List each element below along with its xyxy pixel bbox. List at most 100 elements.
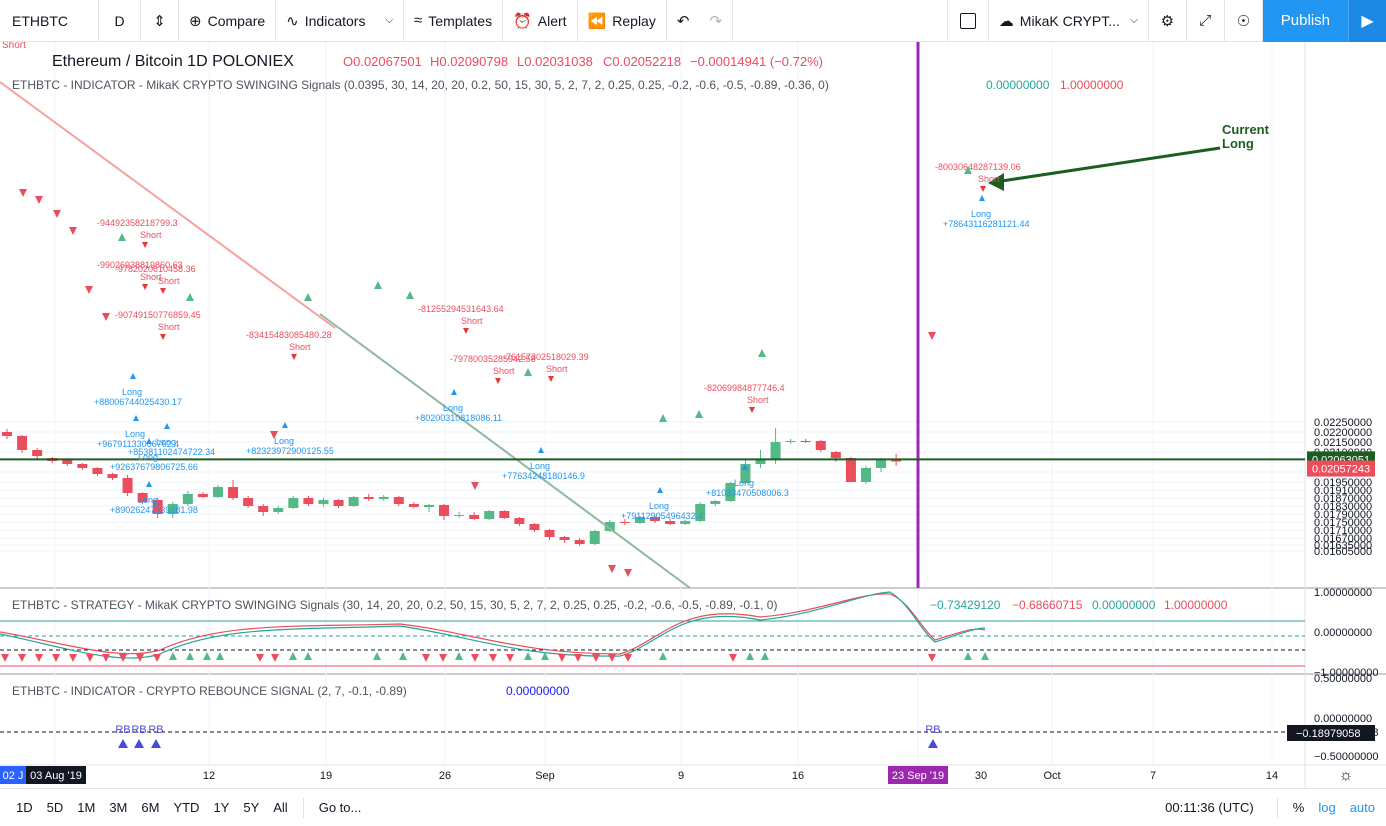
candle-body	[137, 493, 148, 502]
candle-body	[589, 531, 600, 544]
strategy-sell-triangle	[928, 654, 936, 662]
candle-body	[860, 468, 871, 482]
strategy-sell-triangle	[18, 654, 26, 662]
templates-button[interactable]: ≈ Templates	[404, 0, 504, 42]
snapshot-button[interactable]: ☉	[1225, 0, 1263, 42]
price-tick-label: 0.01670000	[1314, 533, 1372, 545]
long-arrow-icon	[451, 389, 457, 395]
rebounce-pane: ETHBTC - INDICATOR - CRYPTO REBOUNCE SIG…	[12, 684, 570, 698]
interval-button[interactable]: D	[99, 0, 141, 42]
candle-body	[348, 497, 359, 506]
templates-label: Templates	[428, 12, 493, 29]
fullscreen-icon: ⤢	[1199, 12, 1212, 29]
goto-button[interactable]: Go to...	[318, 800, 362, 815]
publish-button[interactable]: Publish	[1262, 0, 1348, 42]
log-toggle[interactable]: log	[1318, 800, 1336, 815]
main-legend: Short Ethereum / Bitcoin 1D POLONIEX O0.…	[2, 42, 1124, 92]
price-tick-label: 0.01790000	[1314, 509, 1372, 521]
candle-body	[785, 441, 796, 442]
indicators-button[interactable]: ∿ Indicators ⌵	[276, 0, 405, 42]
candle-body	[845, 458, 856, 482]
candle-body	[725, 483, 736, 501]
sell-triangle	[85, 286, 93, 294]
range-button[interactable]: All	[273, 800, 288, 815]
fullscreen-button[interactable]: ⤢	[1187, 0, 1225, 42]
long-signal-label: Long	[156, 437, 176, 447]
candle-body	[876, 460, 887, 468]
range-button[interactable]: 5D	[46, 800, 64, 815]
short-signal-value: -76157302518029.39	[503, 352, 589, 362]
long-signal-value: +89026247239281.98	[110, 505, 198, 515]
time-tick-label: 16	[792, 770, 804, 782]
buy-triangle	[374, 281, 382, 289]
range-button[interactable]: 3M	[109, 800, 128, 815]
percent-toggle[interactable]: %	[1292, 800, 1305, 815]
publish-menu-button[interactable]: ▶	[1348, 0, 1386, 42]
short-signal-value: -83415483085480.28	[246, 330, 332, 340]
short-arrow-icon	[160, 288, 166, 294]
time-tick-label: 7	[1150, 770, 1156, 782]
sell-triangle	[102, 313, 110, 321]
bottom-right: 00:11:36 (UTC) % log auto	[1158, 797, 1386, 818]
alert-button[interactable]: ⏰ Alert	[503, 0, 578, 42]
rb-label: RB	[148, 724, 163, 736]
strategy-tick-label: 1.00000000	[1314, 587, 1372, 599]
chart-area[interactable]: -94492358218799.3 Short -99026938819860.63…	[0, 42, 1386, 788]
range-button[interactable]: 1Y	[213, 800, 230, 815]
chart-style-button[interactable]: ⇕	[141, 0, 179, 42]
rebounce-axis[interactable]: 0.50000000 0.00000000 −0.18979058 −0.500000…	[1287, 673, 1379, 763]
candle-body	[680, 521, 691, 524]
candle-body	[288, 498, 299, 508]
candle-body	[544, 530, 555, 537]
divider	[1276, 797, 1278, 818]
long-arrow-icon	[657, 487, 663, 493]
rebounce-value-tag-label: −0.18979058	[1296, 728, 1361, 740]
strategy-value3: 0.00000000	[1092, 598, 1156, 612]
price-tick-label: 0.01870000	[1314, 493, 1372, 505]
price-axis[interactable]: 0.022500000.022000000.021500000.02100000…	[1307, 417, 1375, 558]
rebounce-tick-label: 0.00000000	[1314, 713, 1372, 725]
auto-toggle[interactable]: auto	[1349, 800, 1375, 815]
range-button[interactable]: 5Y	[243, 800, 260, 815]
sell-triangle	[19, 189, 27, 197]
annotation-arrow	[994, 146, 1221, 184]
long-signal-label: Long	[649, 501, 669, 511]
sell-triangle	[624, 569, 632, 577]
range-button[interactable]: 1D	[16, 800, 33, 815]
buy-triangle	[304, 293, 312, 301]
candle-body	[62, 460, 73, 464]
chevron-down-icon: ⌵	[1130, 15, 1138, 26]
top-toolbar: ETHBTC D ⇕ ⊕ Compare ∿ Indicators ⌵ ≈ Te…	[0, 0, 1386, 42]
range-button[interactable]: 1M	[77, 800, 96, 815]
strategy-sell-triangle	[153, 654, 161, 662]
long-signal-label: Long	[125, 429, 145, 439]
long-arrow-icon	[742, 464, 748, 470]
strategy-sell-triangle	[136, 654, 144, 662]
candle-body	[559, 537, 570, 540]
candle-body	[800, 441, 811, 442]
candle-body	[107, 474, 118, 478]
layout-select[interactable]: ☁ MikaK CRYPT... ⌵	[989, 0, 1149, 42]
layout-checkbox[interactable]	[946, 0, 989, 42]
strategy-buy-triangle	[746, 652, 754, 660]
rewind-icon: ⏪	[587, 12, 607, 30]
strategy-axis[interactable]: 1.00000000 0.00000000 −1.00000000	[1314, 587, 1379, 679]
utc-clock[interactable]: 00:11:36 (UTC)	[1165, 800, 1254, 815]
strategy-buy-triangle	[981, 652, 989, 660]
toolbar-right: ☁ MikaK CRYPT... ⌵ ⚙ ⤢ ☉ Publish ▶	[946, 0, 1386, 42]
rb-triangle	[928, 739, 938, 748]
range-button[interactable]: YTD	[173, 800, 200, 815]
short-arrow-icon	[291, 354, 297, 360]
time-axis[interactable]: 02 J 03 Aug '19 12 19 26 Sep 9 16 23 Sep '19 30 Oc…	[0, 764, 1386, 784]
replay-button[interactable]: ⏪ Replay	[578, 0, 667, 42]
long-signal-label: Long	[138, 452, 158, 462]
compare-button[interactable]: ⊕ Compare	[179, 0, 277, 42]
symbol-search[interactable]: ETHBTC	[0, 0, 99, 42]
strategy-sell-triangle	[471, 654, 479, 662]
indicator1-value1: 0.00000000	[986, 78, 1050, 92]
settings-button[interactable]: ⚙	[1149, 0, 1187, 42]
undo-button[interactable]: ↶	[667, 0, 700, 42]
redo-button[interactable]: ↷	[699, 0, 734, 42]
long-signal-label: Long	[734, 478, 754, 488]
range-button[interactable]: 6M	[141, 800, 160, 815]
